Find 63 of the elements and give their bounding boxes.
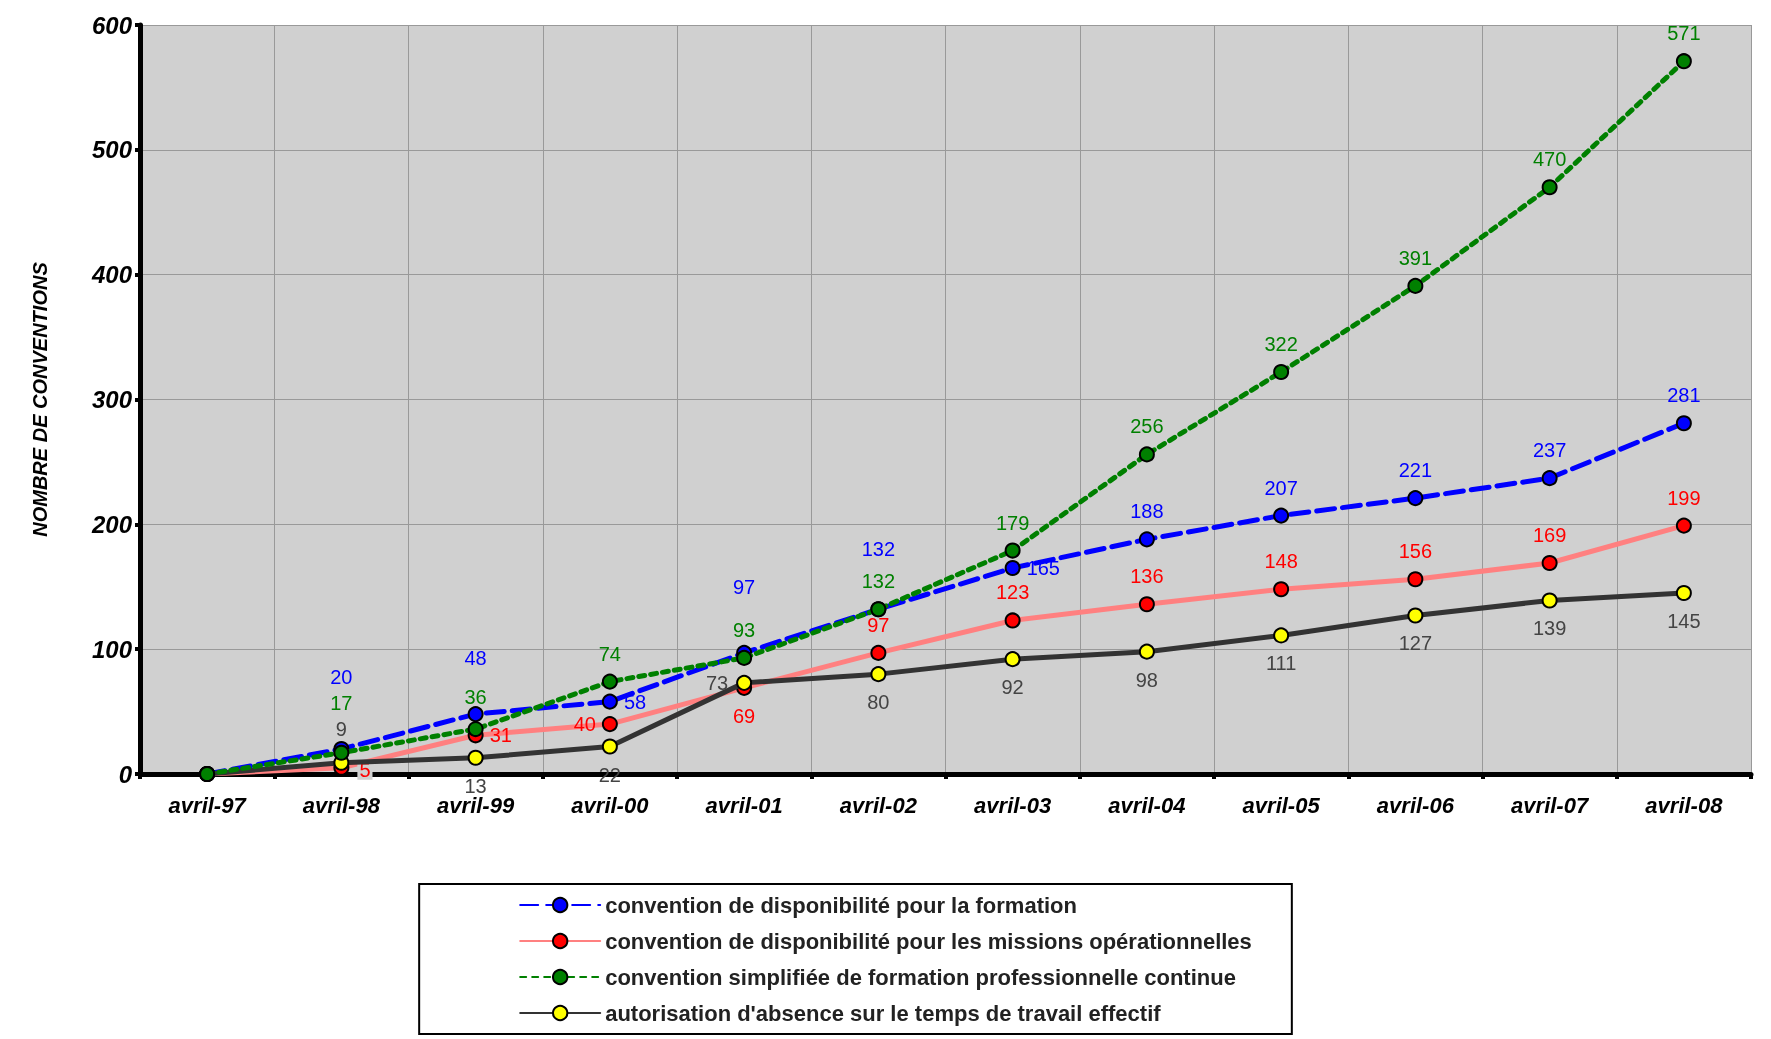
data-label: 136 [1130,565,1164,588]
y-axis-title: NOMBRE DE CONVENTIONS [29,261,51,537]
y-tick-label: 300 [91,386,133,413]
data-label: 281 [1667,384,1701,407]
data-label: 156 [1398,540,1433,563]
y-tick-label: 100 [91,635,133,663]
data-label: 237 [1532,439,1567,462]
x-tick-label: avril-97 [168,792,248,818]
data-label: 20 [330,666,353,689]
legend-label: autorisation d'absence sur le temps de travail effectif [605,1000,1162,1026]
data-label: 69 [733,704,756,727]
data-label: 97 [867,613,890,636]
data-label: 322 [1264,333,1298,356]
data-label: 470 [1532,148,1567,171]
x-tick-label: avril-04 [1108,792,1186,818]
data-label: 48 [464,647,487,670]
data-label: 93 [733,618,756,641]
legend-label: convention de disponibilité pour la formation [605,892,1077,918]
data-label: 139 [1532,617,1567,640]
data-label: 40 [573,713,596,736]
data-label: 188 [1130,500,1164,523]
data-label: 22 [598,763,621,786]
x-tick-label: avril-07 [1511,792,1590,818]
data-label: 256 [1130,415,1164,438]
data-label: 80 [867,691,890,714]
x-tick-label: avril-00 [571,792,650,818]
data-label: 132 [861,538,896,561]
x-tick-label: avril-06 [1376,792,1455,818]
data-label: 391 [1398,246,1433,269]
data-label: 132 [861,570,896,593]
data-label: 148 [1264,550,1298,573]
x-tick-label: avril-02 [839,792,918,818]
y-tick-label: 0 [118,760,133,788]
data-label: 31 [489,724,512,747]
data-label: 207 [1264,476,1298,499]
data-label: 111 [1265,652,1297,675]
data-label: 92 [1001,676,1024,699]
data-label: 74 [598,642,621,665]
x-tick-label: avril-03 [974,792,1052,818]
y-tick-label: 200 [90,510,133,538]
data-label: 17 [330,691,353,714]
y-tick-label: 500 [91,136,133,164]
x-tick-label: avril-01 [705,792,783,818]
data-label: 97 [733,575,756,598]
data-label: 127 [1398,632,1433,655]
data-label: 9 [335,717,347,740]
data-label: 123 [995,581,1030,604]
data-label: 199 [1667,486,1701,509]
data-label: 221 [1398,459,1433,482]
legend-label: convention de disponibilité pour les missions opérationnelles [605,928,1252,954]
data-label: 179 [995,511,1030,534]
x-tick-label: avril-05 [1242,792,1321,818]
data-label: 169 [1532,524,1567,547]
data-label: 98 [1135,668,1158,691]
data-label: 145 [1667,609,1701,632]
y-tick-label: 400 [90,261,133,289]
legend-label: convention simplifiée de formation professionnelle continue [605,964,1236,990]
data-label: 571 [1667,22,1701,45]
y-tick-label: 600 [91,11,133,39]
data-label: 73 [705,671,729,694]
data-label: 36 [464,686,487,709]
x-tick-label: avril-98 [302,792,381,818]
x-tick-label: avril-08 [1645,792,1724,818]
